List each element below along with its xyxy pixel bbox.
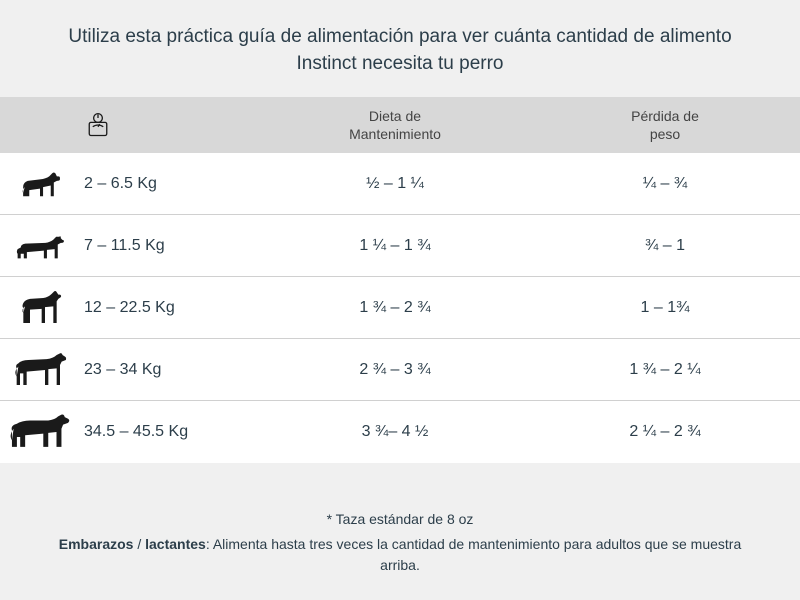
weight-cell: 23 – 34 Kg: [80, 361, 260, 379]
weightloss-cell: ¾ – 1: [530, 237, 800, 255]
table-row: 23 – 34 Kg 2 ¾ – 3 ¾ 1 ¾ – 2 ¼: [0, 339, 800, 401]
weight-cell: 2 – 6.5 Kg: [80, 175, 260, 193]
weightloss-cell: 1 – 1¾: [530, 299, 800, 317]
cup-note: * Taza estándar de 8 oz: [40, 509, 760, 530]
feeding-table: Dieta de Mantenimiento Pérdida de peso 2…: [0, 97, 800, 491]
weightloss-cell: ¼ – ¾: [530, 175, 800, 193]
dog-icon-xs: [0, 165, 80, 203]
header-maintenance: Dieta de Mantenimiento: [260, 107, 530, 143]
pregnancy-note: Embarazos / lactantes: Alimenta hasta tr…: [40, 534, 760, 576]
table-row: 12 – 22.5 Kg 1 ¾ – 2 ¾ 1 – 1¾: [0, 277, 800, 339]
footer-notes: * Taza estándar de 8 oz Embarazos / lact…: [0, 491, 800, 600]
dog-icon-md: [0, 289, 80, 327]
maintenance-cell: 1 ¾ – 2 ¾: [260, 299, 530, 317]
table-header: Dieta de Mantenimiento Pérdida de peso: [0, 97, 800, 153]
weight-cell: 7 – 11.5 Kg: [80, 237, 260, 255]
weight-cell: 12 – 22.5 Kg: [80, 299, 260, 317]
dog-icon-xl: [0, 413, 80, 451]
weightloss-cell: 1 ¾ – 2 ¼: [530, 361, 800, 379]
table-row: 7 – 11.5 Kg 1 ¼ – 1 ¾ ¾ – 1: [0, 215, 800, 277]
dog-icon-sm: [0, 227, 80, 265]
dog-icon-lg: [0, 351, 80, 389]
weight-cell: 34.5 – 45.5 Kg: [80, 423, 260, 441]
weightloss-cell: 2 ¼ – 2 ¾: [530, 423, 800, 441]
feeding-guide: Utiliza esta práctica guía de alimentaci…: [0, 0, 800, 600]
maintenance-cell: 3 ¾– 4 ½: [260, 423, 530, 441]
maintenance-cell: ½ – 1 ¼: [260, 175, 530, 193]
table-row: 2 – 6.5 Kg ½ – 1 ¼ ¼ – ¾: [0, 153, 800, 215]
header-weightloss: Pérdida de peso: [530, 107, 800, 143]
scale-icon: [80, 111, 260, 139]
maintenance-cell: 2 ¾ – 3 ¾: [260, 361, 530, 379]
table-row: 34.5 – 45.5 Kg 3 ¾– 4 ½ 2 ¼ – 2 ¾: [0, 401, 800, 463]
maintenance-cell: 1 ¼ – 1 ¾: [260, 237, 530, 255]
page-title: Utiliza esta práctica guía de alimentaci…: [0, 0, 800, 97]
